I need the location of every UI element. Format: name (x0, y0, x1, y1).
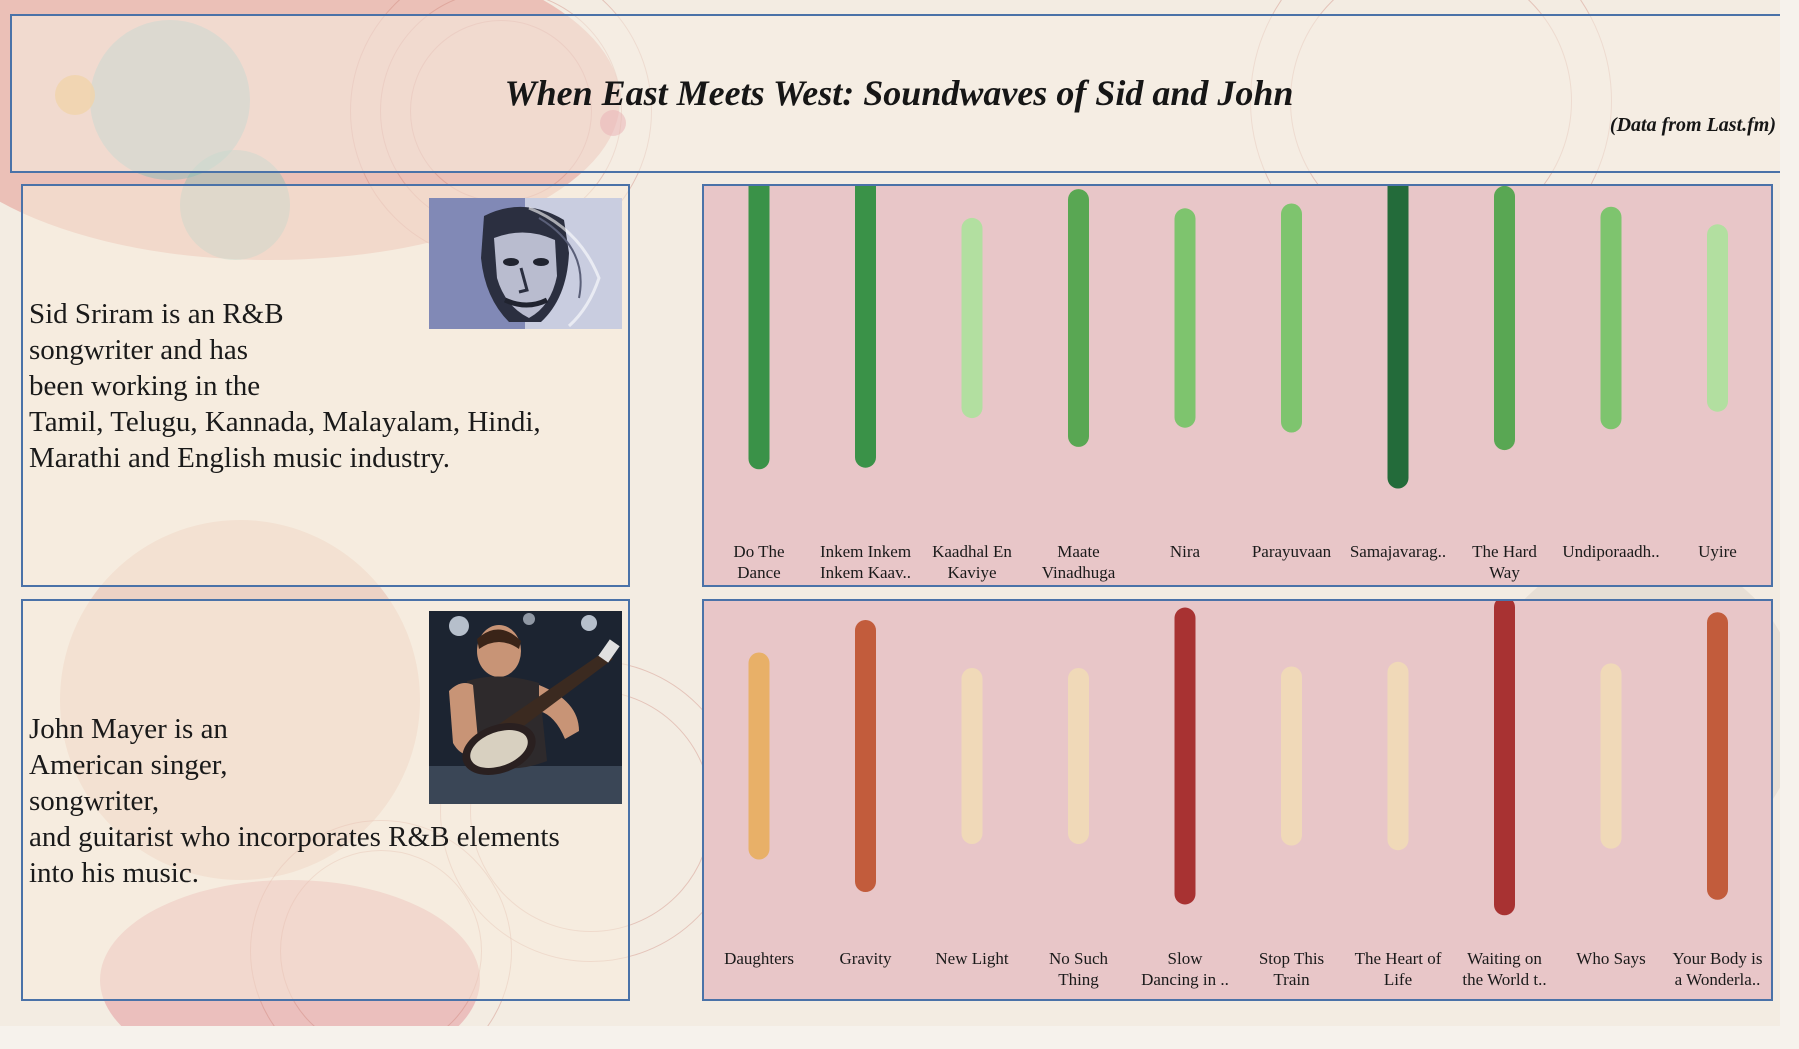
track-label: Your Body is (1673, 949, 1763, 968)
sid-bio-panel: Sid Sriram is an R&B songwriter and has … (21, 184, 630, 587)
track-label: Nira (1170, 542, 1201, 561)
track-label: Train (1273, 970, 1310, 989)
bio-line: into his music. (29, 857, 199, 889)
track-label: Maate (1057, 542, 1099, 561)
track-label: Inkem Kaav.. (820, 563, 911, 582)
track-label: Life (1384, 970, 1412, 989)
bio-line: been working in the (29, 370, 261, 402)
john-bio-text: John Mayer is an American singer, songwr… (29, 711, 560, 891)
sid-sriram-top-tracks-chart: Do The Dance Inkem Inkem Inkem Kaav.. Kaadha… (702, 184, 1773, 587)
track-label: Samajavarag.. (1350, 542, 1446, 561)
data-source-note: (Data from Last.fm) (1609, 114, 1776, 136)
track-label: Way (1489, 563, 1520, 582)
track-label: Dance (737, 563, 780, 582)
john-mayer-photo (429, 611, 622, 804)
bio-line: songwriter, (29, 785, 160, 817)
track-label: The Hard (1472, 542, 1537, 561)
track-label: Who Says (1576, 949, 1645, 968)
track-label: Uyire (1698, 542, 1737, 561)
bio-line: Marathi and English music industry. (29, 442, 450, 474)
track-label: Kaadhal En (932, 542, 1012, 561)
track-label: Vinadhuga (1042, 563, 1116, 582)
track-label: Inkem Inkem (820, 542, 911, 561)
track-label: Gravity (840, 949, 892, 968)
track-label: Do The (733, 542, 784, 561)
track-label: Daughters (724, 949, 794, 968)
track-label: The Heart of (1355, 949, 1442, 968)
bio-line: Tamil, Telugu, Kannada, Malayalam, Hindi… (29, 406, 541, 438)
header-panel: When East Meets West: Soundwaves of Sid … (10, 14, 1780, 173)
track-label: No Such (1049, 949, 1109, 968)
track-label: Parayuvaan (1252, 542, 1332, 561)
dashboard-canvas: When East Meets West: Soundwaves of Sid … (0, 0, 1780, 1026)
bio-line: Sid Sriram is an R&B (29, 298, 284, 330)
track-label: a Wonderla.. (1675, 970, 1761, 989)
track-label: the World t.. (1462, 970, 1546, 989)
track-label: Slow (1168, 949, 1204, 968)
track-label: New Light (935, 949, 1008, 968)
sid-bio-text: Sid Sriram is an R&B songwriter and has … (29, 296, 541, 476)
bio-line: and guitarist who incorporates R&B eleme… (29, 821, 560, 853)
chart-svg: Do The Dance Inkem Inkem Inkem Kaav.. Kaadha… (733, 186, 1737, 582)
dashboard-title: When East Meets West: Soundwaves of Sid … (504, 73, 1294, 113)
sid-sriram-photo (429, 198, 622, 329)
john-mayer-top-tracks-chart: Daughters Gravity New Light No Such Thing Slo… (702, 599, 1773, 1001)
chart-svg: Daughters Gravity New Light No Such Thing Slo… (724, 601, 1763, 989)
track-label: Thing (1058, 970, 1099, 989)
track-label: Undiporaadh.. (1562, 542, 1659, 561)
john-bio-panel: John Mayer is an American singer, songwr… (21, 599, 630, 1001)
track-label: Kaviye (947, 563, 996, 582)
track-label: Dancing in .. (1141, 970, 1229, 989)
portrait-illustration (429, 198, 622, 329)
portrait-illustration (429, 611, 622, 804)
track-label: Stop This (1259, 949, 1324, 968)
track-label: Waiting on (1467, 949, 1542, 968)
bio-line: American singer, (29, 749, 228, 781)
bio-line: songwriter and has (29, 334, 249, 366)
bio-line: John Mayer is an (29, 713, 228, 745)
